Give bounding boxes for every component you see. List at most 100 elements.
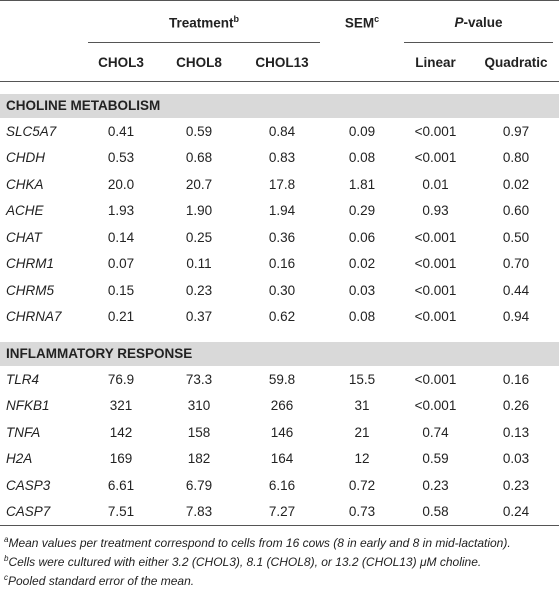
value-cell: <0.001 bbox=[414, 123, 457, 139]
footnote-mark: b bbox=[233, 13, 240, 24]
column-header: Quadratic bbox=[473, 43, 559, 82]
value-cell: 21 bbox=[354, 424, 370, 440]
value-cell: 6.16 bbox=[268, 477, 296, 493]
value-cell: 0.09 bbox=[348, 123, 376, 139]
value-cell: 0.36 bbox=[268, 229, 296, 245]
value-cell: 0.13 bbox=[502, 424, 530, 440]
value-cell: 73.3 bbox=[185, 371, 213, 387]
data-row: CASP7 7.51 7.83 7.27 0.73 0.58 0.24 bbox=[0, 498, 559, 526]
data-row: CHRM1 0.07 0.11 0.16 0.02 <0.001 0.70 bbox=[0, 251, 559, 278]
treatment-header: Treatmentb bbox=[82, 1, 326, 44]
data-row: CHRM5 0.15 0.23 0.30 0.03 <0.001 0.44 bbox=[0, 277, 559, 304]
value-cell: 12 bbox=[354, 451, 370, 467]
footnote-text: Pooled standard error of the mean. bbox=[8, 574, 195, 588]
value-cell: 0.60 bbox=[502, 203, 530, 219]
value-cell: 0.21 bbox=[107, 309, 135, 325]
value-cell: 0.72 bbox=[348, 477, 376, 493]
value-cell: 6.79 bbox=[185, 477, 213, 493]
value-cell: 0.02 bbox=[348, 256, 376, 272]
section-title: CHOLINE METABOLISM bbox=[0, 94, 559, 118]
pvalue-header: P-value bbox=[398, 1, 559, 44]
value-cell: 0.24 bbox=[473, 498, 559, 526]
header-text: SEM bbox=[344, 15, 375, 31]
gene-name: CHAT bbox=[6, 229, 42, 245]
value-cell: 0.01 bbox=[422, 176, 449, 192]
value-cell: 0.62 bbox=[268, 309, 296, 325]
data-row: CHKA 20.0 20.7 17.8 1.81 0.01 0.02 bbox=[0, 171, 559, 198]
sem-header: SEMc bbox=[326, 1, 398, 44]
header-text: P bbox=[454, 14, 464, 30]
column-header: CHOL13 bbox=[238, 43, 326, 82]
value-cell: 0.23 bbox=[422, 477, 449, 493]
value-cell: 7.27 bbox=[238, 498, 326, 526]
value-cell: 0.94 bbox=[502, 309, 530, 325]
value-cell: <0.001 bbox=[414, 256, 457, 272]
value-cell: 1.90 bbox=[185, 203, 213, 219]
value-cell: 0.59 bbox=[422, 451, 449, 467]
value-cell: 17.8 bbox=[268, 176, 296, 192]
value-cell: 31 bbox=[354, 398, 370, 414]
value-cell: 146 bbox=[270, 424, 294, 440]
value-cell: 0.41 bbox=[107, 123, 135, 139]
footnote-mark: c bbox=[374, 13, 380, 24]
data-row: H2A 169 182 164 12 0.59 0.03 bbox=[0, 446, 559, 473]
value-cell: 20.7 bbox=[185, 176, 213, 192]
gene-name: CHDH bbox=[6, 150, 45, 166]
value-cell: 321 bbox=[109, 398, 133, 414]
value-cell: 76.9 bbox=[107, 371, 135, 387]
data-row: NFKB1 321 310 266 31 <0.001 0.26 bbox=[0, 393, 559, 420]
value-cell: 0.70 bbox=[502, 256, 530, 272]
value-cell: 0.03 bbox=[348, 282, 376, 298]
value-cell: <0.001 bbox=[414, 229, 457, 245]
value-cell: 0.44 bbox=[502, 282, 530, 298]
gene-name: CASP7 bbox=[0, 498, 82, 526]
value-cell: 59.8 bbox=[268, 371, 296, 387]
data-row: CHAT 0.14 0.25 0.36 0.06 <0.001 0.50 bbox=[0, 224, 559, 251]
value-cell: 0.93 bbox=[422, 203, 449, 219]
value-cell: 0.23 bbox=[185, 282, 213, 298]
value-cell: 0.25 bbox=[185, 229, 213, 245]
value-cell: 0.08 bbox=[348, 150, 376, 166]
value-cell: 0.97 bbox=[502, 123, 530, 139]
value-cell: 7.51 bbox=[82, 498, 160, 526]
footnote-mark: c bbox=[4, 573, 8, 582]
value-cell: <0.001 bbox=[414, 309, 457, 325]
value-cell: 0.23 bbox=[502, 477, 530, 493]
data-row: TLR4 76.9 73.3 59.8 15.5 <0.001 0.16 bbox=[0, 366, 559, 393]
value-cell: 1.93 bbox=[107, 203, 135, 219]
footnote-text: Mean values per treatment correspond to … bbox=[8, 536, 511, 550]
value-cell: 0.83 bbox=[268, 150, 296, 166]
footnote-mark: b bbox=[4, 554, 9, 563]
data-row: CHDH 0.53 0.68 0.83 0.08 <0.001 0.80 bbox=[0, 145, 559, 172]
gene-name: ACHE bbox=[6, 203, 44, 219]
value-cell: 0.68 bbox=[185, 150, 213, 166]
value-cell: 0.02 bbox=[502, 176, 530, 192]
value-cell: 0.26 bbox=[502, 398, 530, 414]
value-cell: 0.11 bbox=[186, 256, 212, 272]
column-header: Linear bbox=[398, 43, 473, 82]
gene-name: H2A bbox=[6, 451, 33, 467]
value-cell: <0.001 bbox=[414, 282, 457, 298]
footnote: aMean values per treatment correspond to… bbox=[4, 532, 555, 551]
value-cell: 0.30 bbox=[268, 282, 296, 298]
value-cell: 0.15 bbox=[107, 282, 135, 298]
header-text: -value bbox=[463, 14, 503, 30]
value-cell: 1.81 bbox=[348, 176, 376, 192]
gene-name: TLR4 bbox=[6, 371, 40, 387]
value-cell: 0.29 bbox=[348, 203, 376, 219]
gene-name: CHRM5 bbox=[6, 282, 55, 298]
value-cell: 0.53 bbox=[107, 150, 135, 166]
data-row: TNFA 142 158 146 21 0.74 0.13 bbox=[0, 419, 559, 446]
data-row: SLC5A7 0.41 0.59 0.84 0.09 <0.001 0.97 bbox=[0, 118, 559, 145]
footnote-mark: a bbox=[4, 535, 9, 544]
data-row: CASP3 6.61 6.79 6.16 0.72 0.23 0.23 bbox=[0, 472, 559, 499]
value-cell: 310 bbox=[187, 398, 211, 414]
value-cell: 164 bbox=[270, 451, 294, 467]
value-cell: 0.07 bbox=[107, 256, 135, 272]
gene-name: CHRM1 bbox=[6, 256, 55, 272]
section-cell: INFLAMMATORY RESPONSE bbox=[0, 330, 559, 366]
gene-name: NFKB1 bbox=[6, 398, 50, 414]
gene-name: SLC5A7 bbox=[6, 123, 57, 139]
value-cell: 0.58 bbox=[398, 498, 473, 526]
